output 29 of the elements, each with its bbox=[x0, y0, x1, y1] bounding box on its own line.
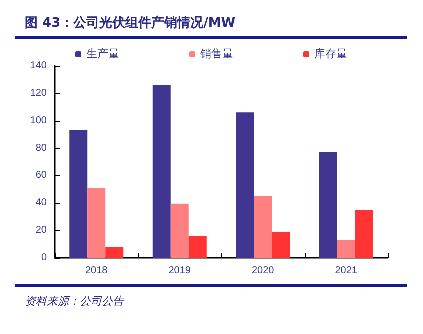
y-tick-label: 100 bbox=[30, 115, 48, 126]
bar bbox=[152, 85, 171, 258]
y-tick-label: 40 bbox=[36, 198, 48, 209]
text: 资料来源：公司公告 bbox=[25, 294, 124, 309]
y-tick-label: 60 bbox=[36, 170, 48, 182]
bar bbox=[106, 247, 124, 258]
x-tick-label: 2020 bbox=[252, 266, 275, 276]
x-tick-label: 2019 bbox=[168, 266, 192, 276]
bar bbox=[254, 196, 272, 258]
legend-label: 生产量 bbox=[86, 48, 120, 60]
x-tick-label: 2018 bbox=[86, 266, 108, 276]
bar bbox=[70, 130, 88, 258]
bar bbox=[355, 210, 374, 258]
bar bbox=[337, 240, 356, 258]
y-tick-label: 80 bbox=[36, 142, 48, 154]
bar bbox=[236, 112, 254, 258]
y-tick-label: 20 bbox=[36, 225, 48, 236]
y-tick-label: 140 bbox=[30, 60, 48, 72]
bar bbox=[170, 204, 189, 258]
bar bbox=[188, 236, 207, 258]
legend-label: 库存量 bbox=[314, 48, 348, 60]
y-tick-label: 120 bbox=[30, 88, 48, 99]
bar bbox=[272, 232, 290, 258]
y-tick-label: 0 bbox=[41, 252, 48, 264]
legend-label: 销售量 bbox=[200, 48, 234, 60]
chart-title: 图 43：公司光伏组件产销情况/MW bbox=[25, 14, 236, 32]
bar bbox=[319, 152, 338, 258]
bar bbox=[88, 188, 106, 258]
x-tick-label: 2021 bbox=[335, 266, 358, 276]
